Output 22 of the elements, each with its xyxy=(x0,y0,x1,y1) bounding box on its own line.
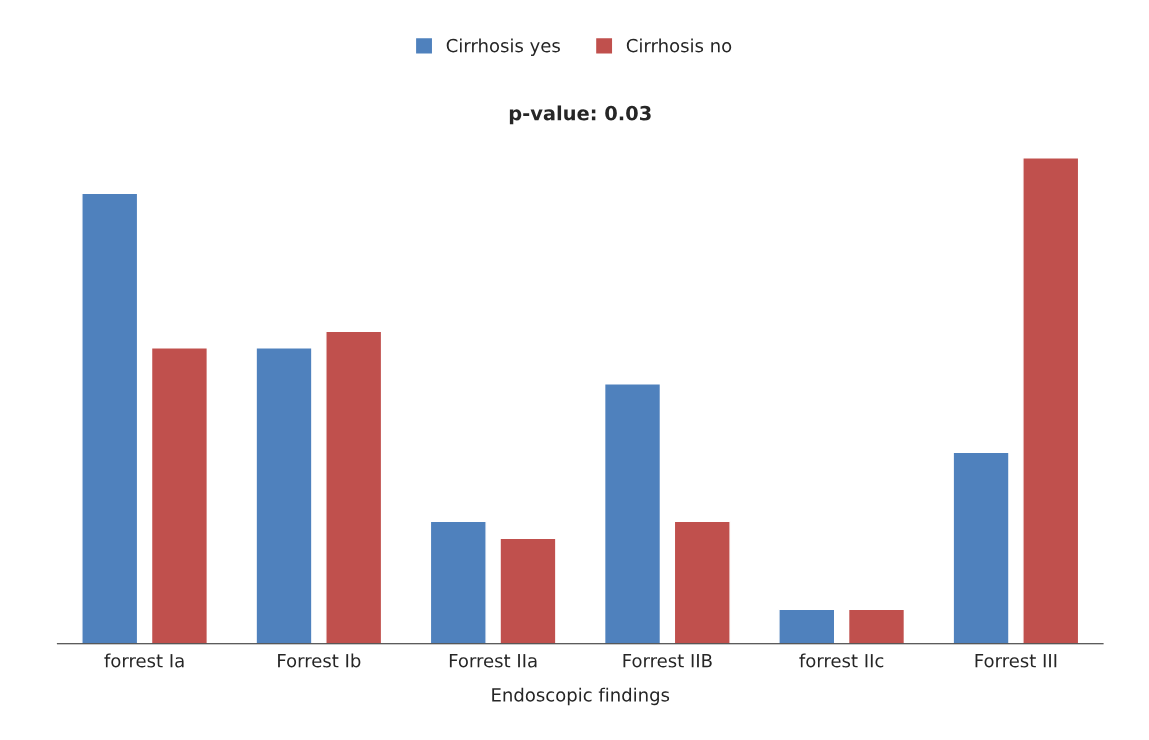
bar xyxy=(499,537,557,644)
bar xyxy=(673,520,731,644)
bar xyxy=(255,347,313,644)
x-tick-label: forrest Ia xyxy=(104,653,184,668)
bar xyxy=(150,347,209,644)
x-tick-label: forrest IIc xyxy=(799,653,884,668)
bar xyxy=(952,451,1010,644)
x-tick-label: Forrest IIB xyxy=(623,654,712,668)
x-tick-label: Forrest Ib xyxy=(278,653,361,668)
bar xyxy=(325,330,383,644)
x-tick-label: Forrest III xyxy=(975,654,1057,668)
legend-label: Cirrhosis yes xyxy=(446,38,560,56)
bar xyxy=(778,608,836,644)
chart-title: p-value: 0.03 xyxy=(509,105,651,125)
bar xyxy=(429,520,487,644)
legend-label: Cirrhosis no xyxy=(626,38,732,53)
x-tick-label: Forrest IIa xyxy=(449,654,537,668)
bar xyxy=(603,383,662,644)
bar xyxy=(81,192,139,644)
bar xyxy=(1022,157,1080,644)
bar xyxy=(847,608,906,644)
x-axis-title: Endoscopic findings xyxy=(492,687,670,706)
